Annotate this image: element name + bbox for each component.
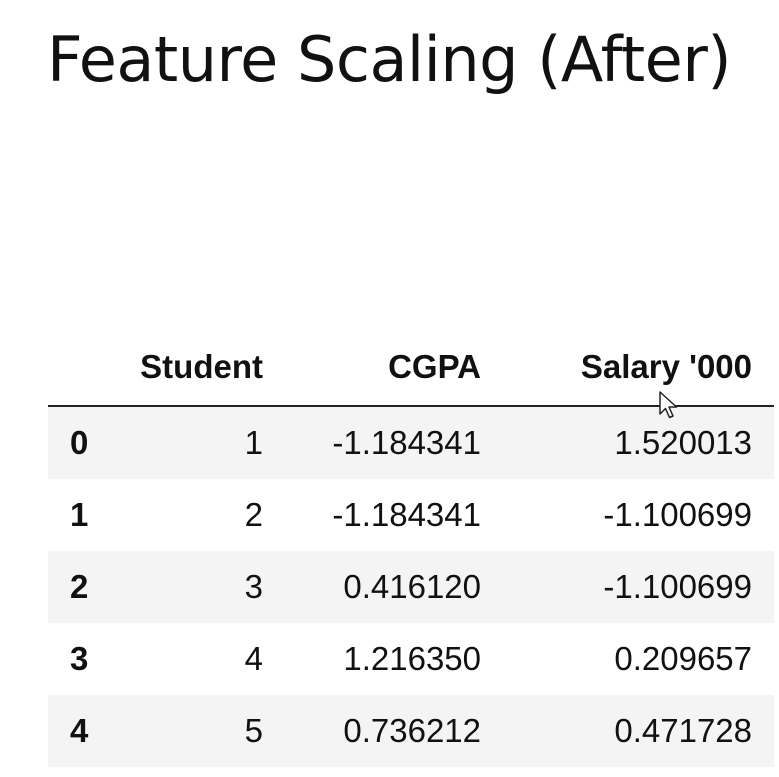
column-header-salary: Salary '000 <box>503 328 774 407</box>
row-index-cell: 4 <box>70 712 89 749</box>
salary-cell: 1.520013 <box>614 424 752 461</box>
row-index-cell: 0 <box>70 424 89 461</box>
row-index-cell: 1 <box>70 496 89 533</box>
table-header: Student CGPA Salary '000 <box>48 328 774 407</box>
column-header-index <box>48 328 120 407</box>
student-cell: 1 <box>244 424 263 461</box>
row-index-cell: 2 <box>70 568 89 605</box>
dataframe-table: Student CGPA Salary '000 0 1 -1.184341 1… <box>48 328 774 767</box>
table-body: 0 1 -1.184341 1.520013 1 2 -1.184341 -1.… <box>48 406 774 767</box>
row-index-cell: 3 <box>70 640 89 677</box>
salary-cell: -1.100699 <box>603 568 752 605</box>
salary-cell: -1.100699 <box>603 496 752 533</box>
student-cell: 3 <box>244 568 263 605</box>
salary-cell: 0.471728 <box>614 712 752 749</box>
table-row: 0 1 -1.184341 1.520013 <box>48 406 774 479</box>
table-row: 1 2 -1.184341 -1.100699 <box>48 479 774 551</box>
cgpa-cell: 0.736212 <box>343 712 481 749</box>
cgpa-cell: -1.184341 <box>332 424 481 461</box>
cgpa-cell: -1.184341 <box>332 496 481 533</box>
table-row: 3 4 1.216350 0.209657 <box>48 623 774 695</box>
header-row: Student CGPA Salary '000 <box>48 328 774 407</box>
student-cell: 5 <box>244 712 263 749</box>
student-cell: 4 <box>244 640 263 677</box>
mouse-pointer-icon <box>659 391 678 419</box>
table-row: 2 3 0.416120 -1.100699 <box>48 551 774 623</box>
slide-title: Feature Scaling (After) <box>47 23 732 96</box>
cgpa-cell: 0.416120 <box>343 568 481 605</box>
column-header-student: Student <box>120 328 285 407</box>
dataframe-table-container: Student CGPA Salary '000 0 1 -1.184341 1… <box>48 328 774 767</box>
table-row: 4 5 0.736212 0.471728 <box>48 695 774 767</box>
cgpa-cell: 1.216350 <box>343 640 481 677</box>
salary-cell: 0.209657 <box>614 640 752 677</box>
student-cell: 2 <box>244 496 263 533</box>
column-header-cgpa: CGPA <box>285 328 503 407</box>
